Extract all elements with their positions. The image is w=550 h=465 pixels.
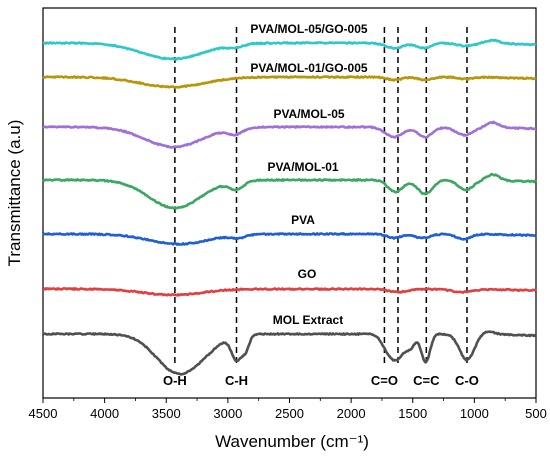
- x-axis-title: Wavenumber (cm⁻¹): [215, 432, 369, 451]
- x-tick-label: 3500: [152, 406, 181, 421]
- series-line-3: [42, 120, 537, 149]
- x-tick-label: 4000: [90, 406, 119, 421]
- series-line-2: [42, 75, 537, 89]
- x-tick-label: 1500: [398, 406, 427, 421]
- series-line-7: [42, 330, 537, 376]
- band-label: C-H: [225, 373, 248, 388]
- series-label: PVA/MOL-01/GO-005: [250, 61, 367, 75]
- series-label: PVA: [291, 213, 315, 227]
- band-label: C=C: [413, 373, 440, 388]
- series-label: PVA/MOL-05/GO-005: [250, 22, 367, 36]
- series-line-5: [42, 232, 537, 246]
- x-tick-label: 2500: [275, 406, 304, 421]
- series-label: PVA/MOL-01: [267, 160, 338, 174]
- series-line-1: [42, 38, 537, 61]
- x-tick-label: 2000: [337, 406, 366, 421]
- x-tick-label: 500: [525, 406, 547, 421]
- series-line-6: [42, 287, 537, 297]
- band-label: C=O: [371, 373, 398, 388]
- series-label: GO: [298, 267, 317, 281]
- y-axis-title: Transmittance (a.u): [5, 120, 24, 267]
- x-tick-label-first: 4500: [29, 406, 58, 421]
- series-line-4: [42, 172, 537, 210]
- x-tick-label: 3000: [213, 406, 242, 421]
- band-label: C-O: [455, 373, 479, 388]
- x-tick-label: 1000: [460, 406, 489, 421]
- series-label: MOL Extract: [273, 313, 343, 327]
- series-label: PVA/MOL-05: [273, 107, 344, 121]
- band-label: O-H: [163, 373, 187, 388]
